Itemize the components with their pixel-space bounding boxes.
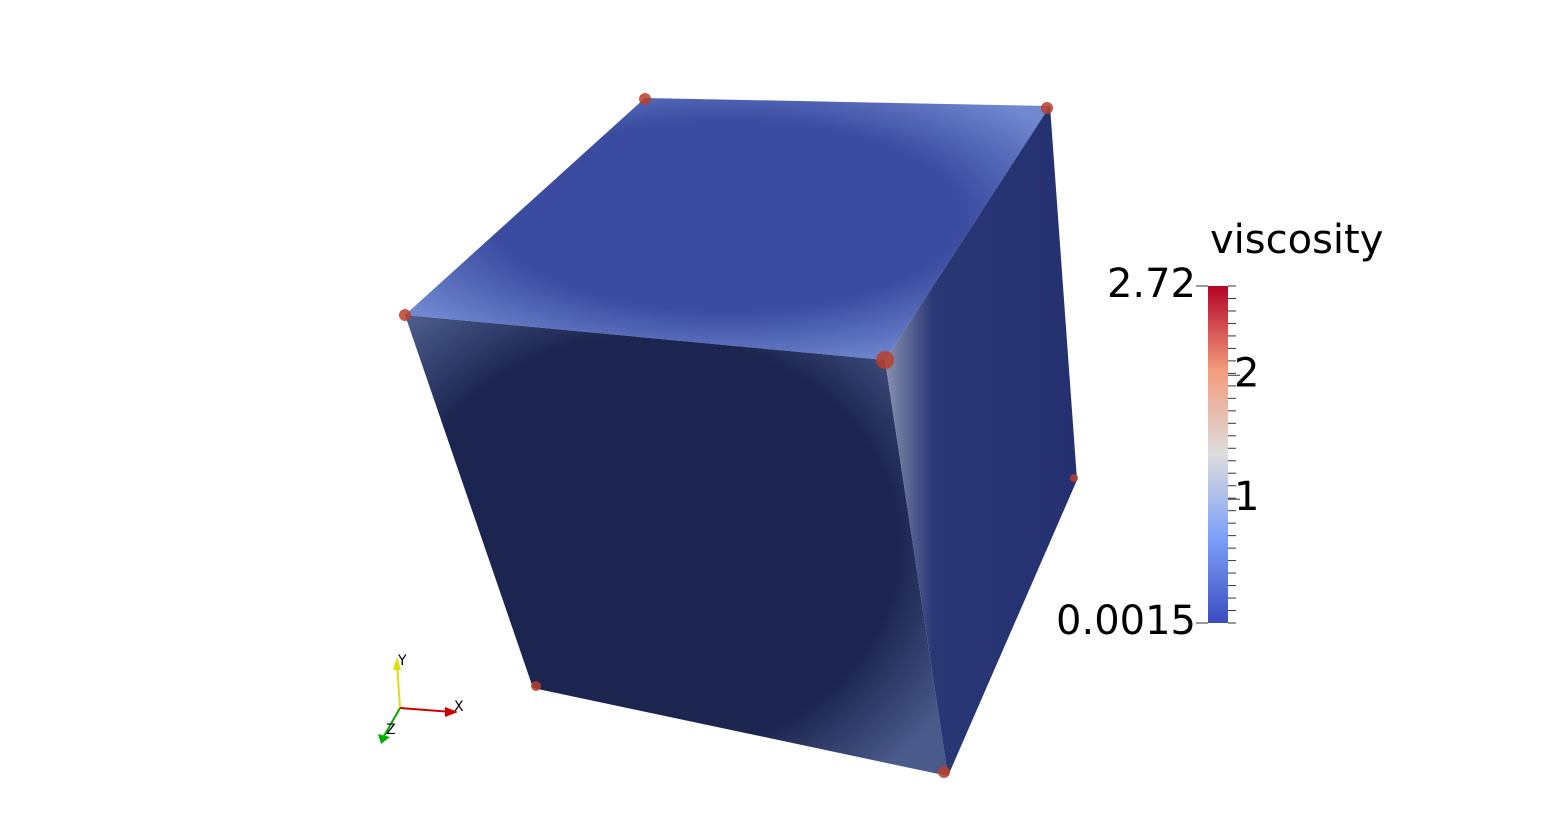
z-axis-arrow bbox=[383, 707, 401, 737]
cube-right-face bbox=[885, 106, 1077, 776]
tick-label: 1 bbox=[1234, 474, 1259, 520]
corner-highlight bbox=[1041, 102, 1053, 114]
tick-label: 2.72 bbox=[1107, 261, 1196, 307]
y-axis-arrow bbox=[396, 663, 401, 709]
cube bbox=[399, 93, 1078, 778]
color-legend: viscosity 0.0015 1 2 2.72 bbox=[1056, 217, 1383, 644]
corner-highlight bbox=[399, 309, 411, 321]
x-axis-head bbox=[445, 707, 458, 717]
x-axis-arrow bbox=[399, 707, 453, 713]
tick-label: 0.0015 bbox=[1056, 598, 1196, 644]
cube-top-face bbox=[405, 98, 1050, 360]
corner-highlight bbox=[639, 93, 651, 105]
cube-front-face bbox=[405, 315, 948, 776]
legend-title: viscosity bbox=[1210, 217, 1383, 263]
tick-label: 2 bbox=[1234, 350, 1259, 396]
orientation-axes: X Y Z bbox=[378, 653, 464, 744]
color-bar bbox=[1208, 286, 1228, 623]
y-axis-head bbox=[393, 657, 401, 670]
axis-label: X bbox=[454, 699, 464, 715]
axis-label: Y bbox=[397, 653, 407, 669]
corner-highlight bbox=[876, 351, 894, 369]
corner-highlight bbox=[531, 681, 541, 691]
axis-label: Z bbox=[386, 722, 396, 738]
z-axis-head bbox=[378, 734, 390, 744]
corner-highlight bbox=[1070, 474, 1078, 482]
corner-highlight bbox=[938, 766, 950, 778]
